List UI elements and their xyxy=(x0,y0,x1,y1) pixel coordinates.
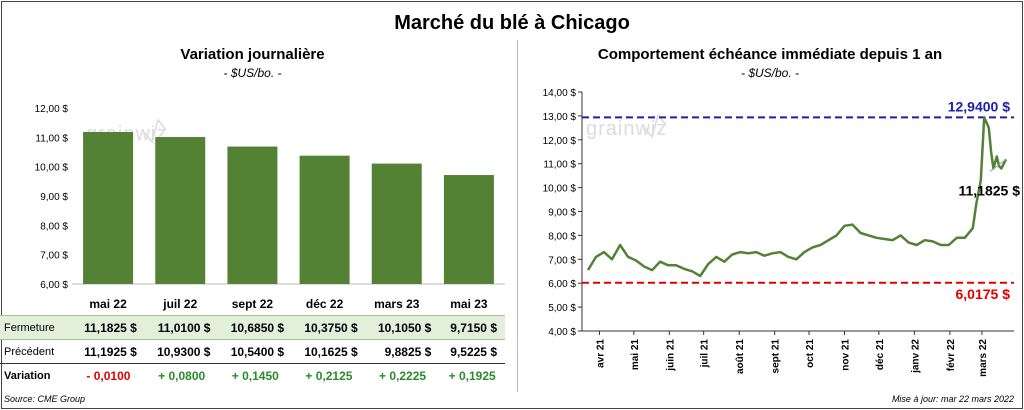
y-tick-label: 9,00 $ xyxy=(40,192,68,203)
bar xyxy=(83,131,134,284)
change-row: Variation - 0,0100 + 0,0800 + 0,1450 + 0… xyxy=(0,364,505,388)
change-value: + 0,1450 xyxy=(231,368,279,383)
x-tick-label: mars 23 xyxy=(374,297,420,311)
watermark-text: grainwiz xyxy=(586,118,667,140)
x-tick-label: déc 22 xyxy=(306,297,344,311)
previous-value: 10,5400 $ xyxy=(218,339,293,364)
y-tick-label: 7,00 $ xyxy=(548,255,576,266)
page-title: Marché du blé à Chicago xyxy=(394,12,630,34)
x-tick-label: mai 22 xyxy=(89,297,127,311)
y-tick-label: 11,00 $ xyxy=(35,133,68,144)
x-tick-label: août 21 xyxy=(735,339,746,374)
close-value: 9,7150 $ xyxy=(439,315,505,340)
x-tick-label: janv 22 xyxy=(910,339,921,374)
close-value: 10,3750 $ xyxy=(292,315,366,340)
close-value: 11,0100 $ xyxy=(144,315,219,340)
right-panel-title: Comportement échéance immédiate depuis 1… xyxy=(597,46,943,63)
previous-value: 9,5225 $ xyxy=(439,339,505,364)
reference-line-label: 6,0175 $ xyxy=(956,286,1011,302)
x-tick-label: févr 22 xyxy=(946,339,957,372)
price-series-line xyxy=(586,116,1008,278)
close-value: 11,1825 $ xyxy=(72,315,145,340)
reference-line-label: 12,9400 $ xyxy=(948,98,1010,114)
update-note: Mise à jour: mar 22 mars 2022 xyxy=(891,394,1014,404)
y-tick-label: 6,00 $ xyxy=(40,280,68,291)
y-tick-label: 9,00 $ xyxy=(548,208,576,219)
close-row-label: Fermeture xyxy=(0,315,72,340)
y-tick-label: 8,00 $ xyxy=(548,231,576,242)
previous-value: 9,8825 $ xyxy=(365,339,440,364)
change-value: + 0,0800 xyxy=(158,368,206,383)
previous-value: 10,9300 $ xyxy=(144,339,219,364)
previous-row: Précédent 11,1925 $ 10,9300 $ 10,5400 $ … xyxy=(0,339,505,364)
x-tick-label: sept 22 xyxy=(232,297,274,311)
y-tick-label: 6,00 $ xyxy=(548,279,576,290)
x-tick-label: juil 21 xyxy=(700,339,711,369)
previous-row-label: Précédent xyxy=(0,339,72,364)
x-tick-label: mars 22 xyxy=(978,339,989,377)
close-value: 10,6850 $ xyxy=(218,315,293,340)
change-value: + 0,1925 xyxy=(448,368,496,383)
y-tick-label: 12,00 $ xyxy=(35,104,69,115)
watermark-mark xyxy=(643,113,667,139)
y-tick-label: 7,00 $ xyxy=(40,251,68,262)
x-tick-label: déc 21 xyxy=(875,339,886,371)
y-tick-label: 11,00 $ xyxy=(543,160,576,171)
y-tick-label: 12,00 $ xyxy=(543,136,577,147)
y-tick-label: 5,00 $ xyxy=(548,303,576,314)
x-tick-label: avr 21 xyxy=(595,339,606,368)
bar xyxy=(155,137,206,284)
y-tick-label: 10,00 $ xyxy=(543,184,577,195)
x-tick-label: oct 21 xyxy=(805,339,816,368)
bar-chart: grainwiz6,00 $7,00 $8,00 $9,00 $10,00 $1… xyxy=(35,104,505,311)
price-table: Fermeture 11,1825 $ 11,0100 $ 10,6850 $ … xyxy=(0,315,505,387)
bar xyxy=(299,155,350,284)
left-panel-subtitle: - $US/bo. - xyxy=(223,66,282,80)
change-row-label: Variation xyxy=(4,369,51,382)
line-chart: grainwiz 4,00 $ 5,00 $ 6,00 $ 7,00 $ 8,00 $ 9,… xyxy=(543,88,1021,377)
panel-divider xyxy=(517,40,518,392)
watermark-mark xyxy=(143,118,167,144)
change-value: - 0,0100 xyxy=(86,368,131,383)
bar xyxy=(371,163,422,284)
last-value-leader xyxy=(989,158,1007,172)
y-tick-label: 13,00 $ xyxy=(543,112,577,123)
x-tick-label: juil 22 xyxy=(162,297,197,311)
close-row: Fermeture 11,1825 $ 11,0100 $ 10,6850 $ … xyxy=(0,315,505,340)
x-tick-label: nov 21 xyxy=(841,339,852,371)
close-value: 10,1050 $ xyxy=(365,315,440,340)
line-watermark: grainwiz xyxy=(586,113,667,140)
y-tick-label: 10,00 $ xyxy=(35,163,69,174)
bar xyxy=(443,175,494,284)
y-tick-label: 4,00 $ xyxy=(548,327,576,338)
x-tick-label: juin 21 xyxy=(665,339,676,372)
last-value-label: 11,1825 $ xyxy=(958,182,1020,198)
x-tick-label: mai 23 xyxy=(450,297,488,311)
y-tick-label: 8,00 $ xyxy=(40,221,68,232)
x-tick-label: sept 21 xyxy=(771,339,782,374)
change-value: + 0,2125 xyxy=(305,368,353,383)
previous-value: 11,1925 $ xyxy=(72,339,145,364)
source-note: Source: CME Group xyxy=(4,394,86,404)
previous-value: 10,1625 $ xyxy=(292,339,366,364)
left-panel-title: Variation journalière xyxy=(180,46,325,63)
x-tick-label: mai 21 xyxy=(630,339,641,371)
bar xyxy=(227,146,278,284)
y-tick-label: 14,00 $ xyxy=(543,88,577,99)
change-value: + 0,2225 xyxy=(379,368,427,383)
right-panel-subtitle: - $US/bo. - xyxy=(740,66,800,80)
